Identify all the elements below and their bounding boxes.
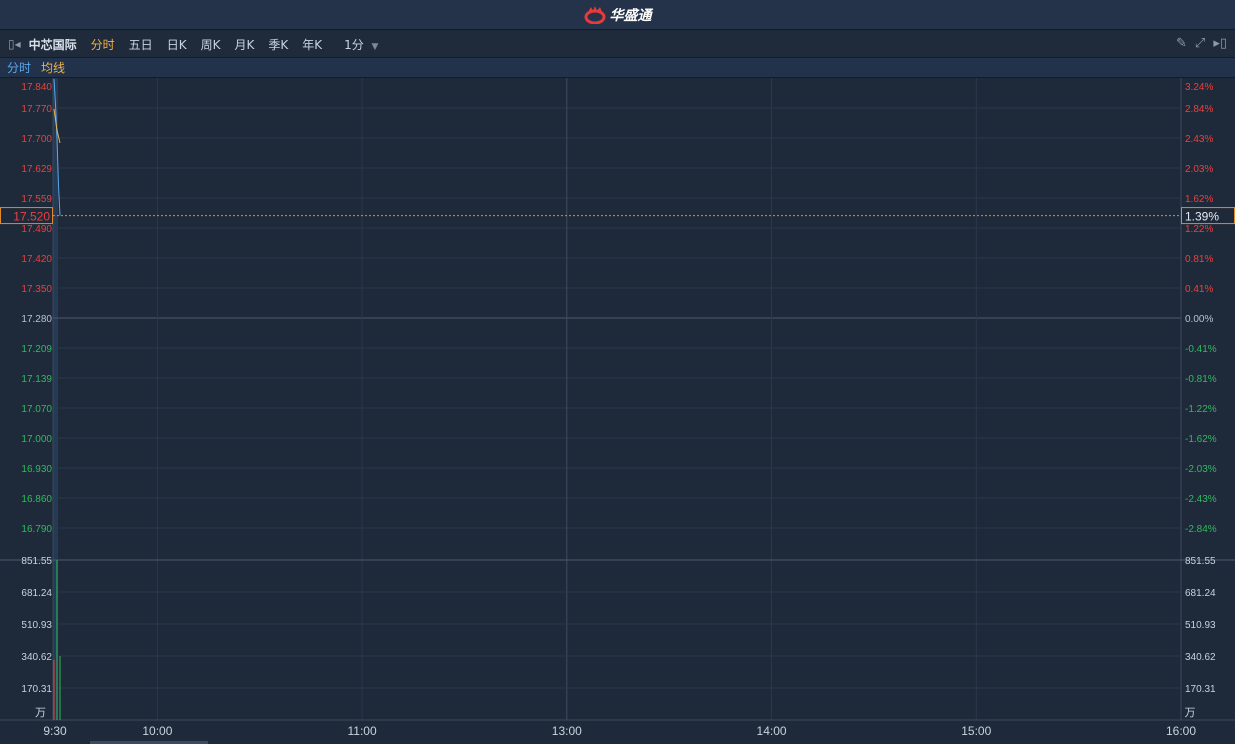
legend-avg: 均线 (41, 61, 66, 75)
current-price-label: 17.520 (13, 210, 50, 224)
avg-line (53, 108, 61, 144)
tab-quarterly-k[interactable]: 季K (268, 37, 289, 52)
tab-yearly-k[interactable]: 年K (302, 37, 323, 52)
pct-tick-label: 0.00% (1185, 314, 1213, 325)
collapse-right-icon[interactable]: ▸▯ (1213, 36, 1227, 51)
app-title: 华盛通 (609, 7, 652, 24)
intraday-chart[interactable]: 17.840 3.24% 17.770 2.84% 17.700 2.43% 17.629 2… (0, 78, 1235, 744)
price-tick-label: 17.350 (21, 284, 52, 295)
volume-tick-label-right: 681.24 (1185, 588, 1216, 599)
pct-tick-label: 0.81% (1185, 254, 1213, 265)
volume-unit-label-right: 万 (1185, 706, 1196, 719)
price-tick-label: 17.559 (21, 194, 52, 205)
pencil-icon[interactable]: ✎ (1176, 36, 1187, 51)
price-tick-label: 17.700 (21, 134, 52, 145)
collapse-left-icon[interactable]: ▯◂ (8, 37, 21, 51)
current-price-box (0, 207, 53, 225)
pct-tick-label: -1.22% (1185, 404, 1217, 415)
volume-tick-label: 851.55 (21, 556, 52, 567)
price-tick-label: 17.770 (21, 104, 52, 115)
time-tick-label: 14:00 (757, 724, 787, 738)
volume-tick-label-right: 510.93 (1185, 620, 1216, 631)
price-tick-label: 16.860 (21, 494, 52, 505)
price-tick-label: 17.209 (21, 344, 52, 355)
time-tick-label: 11:00 (348, 724, 377, 738)
time-tick-label: 15:00 (961, 724, 991, 738)
pct-tick-label: -1.62% (1185, 434, 1217, 445)
chevron-down-icon: ▼ (371, 41, 379, 52)
tab-intraday[interactable]: 分时 (90, 37, 115, 52)
time-tick-label: 10:00 (142, 724, 172, 738)
price-tick-label: 17.000 (21, 434, 52, 445)
volume-tick-label: 170.31 (21, 684, 52, 695)
volume-unit-label: 万 (35, 706, 46, 719)
price-tick-label: 17.840 (21, 82, 52, 93)
toolbar: ▯◂ 中芯国际 分时 五日 日K 周K 月K 季K 年K 1分 ▼ (0, 31, 1235, 58)
volume-tick-label-right: 340.62 (1185, 652, 1216, 663)
tab-five-day[interactable]: 五日 (128, 37, 153, 52)
interval-value: 1分 (344, 37, 364, 52)
price-tick-label: 17.139 (21, 374, 52, 385)
price-tick-label: 17.280 (21, 314, 52, 325)
price-tick-label: 17.629 (21, 164, 52, 175)
pct-tick-label: -2.43% (1185, 494, 1217, 505)
pct-tick-label: -0.81% (1185, 374, 1217, 385)
pct-tick-label: 2.43% (1185, 134, 1213, 145)
interval-select[interactable]: 1分 ▼ (344, 36, 378, 53)
pct-tick-label: -0.41% (1185, 344, 1217, 355)
huashengtong-logo-icon (584, 5, 605, 24)
time-tick-label: 13:00 (552, 724, 582, 738)
fullscreen-icon[interactable]: ⤢ (1194, 36, 1206, 51)
price-tick-label: 17.420 (21, 254, 52, 265)
volume-tick-label: 340.62 (21, 652, 52, 663)
volume-tick-label: 681.24 (21, 588, 52, 599)
price-tick-label: 16.930 (21, 464, 52, 475)
tab-monthly-k[interactable]: 月K (234, 37, 255, 52)
pct-tick-label: 3.24% (1185, 82, 1213, 93)
time-tick-label: 9:30 (43, 724, 67, 738)
pct-tick-label: 0.41% (1185, 284, 1213, 295)
title-bar: 华盛通 (0, 0, 1235, 30)
tab-daily-k[interactable]: 日K (166, 37, 187, 52)
tab-weekly-k[interactable]: 周K (200, 37, 221, 52)
price-tick-label: 17.070 (21, 404, 52, 415)
price-tick-label: 17.490 (21, 224, 52, 235)
price-line (53, 78, 61, 216)
pct-tick-label: 2.84% (1185, 104, 1213, 115)
legend-bar: 分时 均线 (0, 58, 1235, 78)
right-tools: ✎ ⤢ ▸▯ (1176, 36, 1227, 51)
legend-price: 分时 (7, 61, 32, 75)
time-tick-label: 16:00 (1166, 724, 1196, 738)
pct-tick-label: 1.22% (1185, 224, 1213, 235)
volume-tick-label-right: 851.55 (1185, 556, 1216, 567)
current-pct-label: 1.39% (1185, 210, 1219, 224)
pct-tick-label: 1.62% (1185, 194, 1213, 205)
stock-name: 中芯国际 (28, 37, 77, 52)
volume-tick-label-right: 170.31 (1185, 684, 1216, 695)
pct-tick-label: -2.03% (1185, 464, 1217, 475)
pct-tick-label: 2.03% (1185, 164, 1213, 175)
volume-tick-label: 510.93 (21, 620, 52, 631)
pct-tick-label: -2.84% (1185, 524, 1217, 535)
first-minute-highlight (53, 78, 58, 720)
price-tick-label: 16.790 (21, 524, 52, 535)
horizontal-scrollbar (90, 741, 208, 744)
